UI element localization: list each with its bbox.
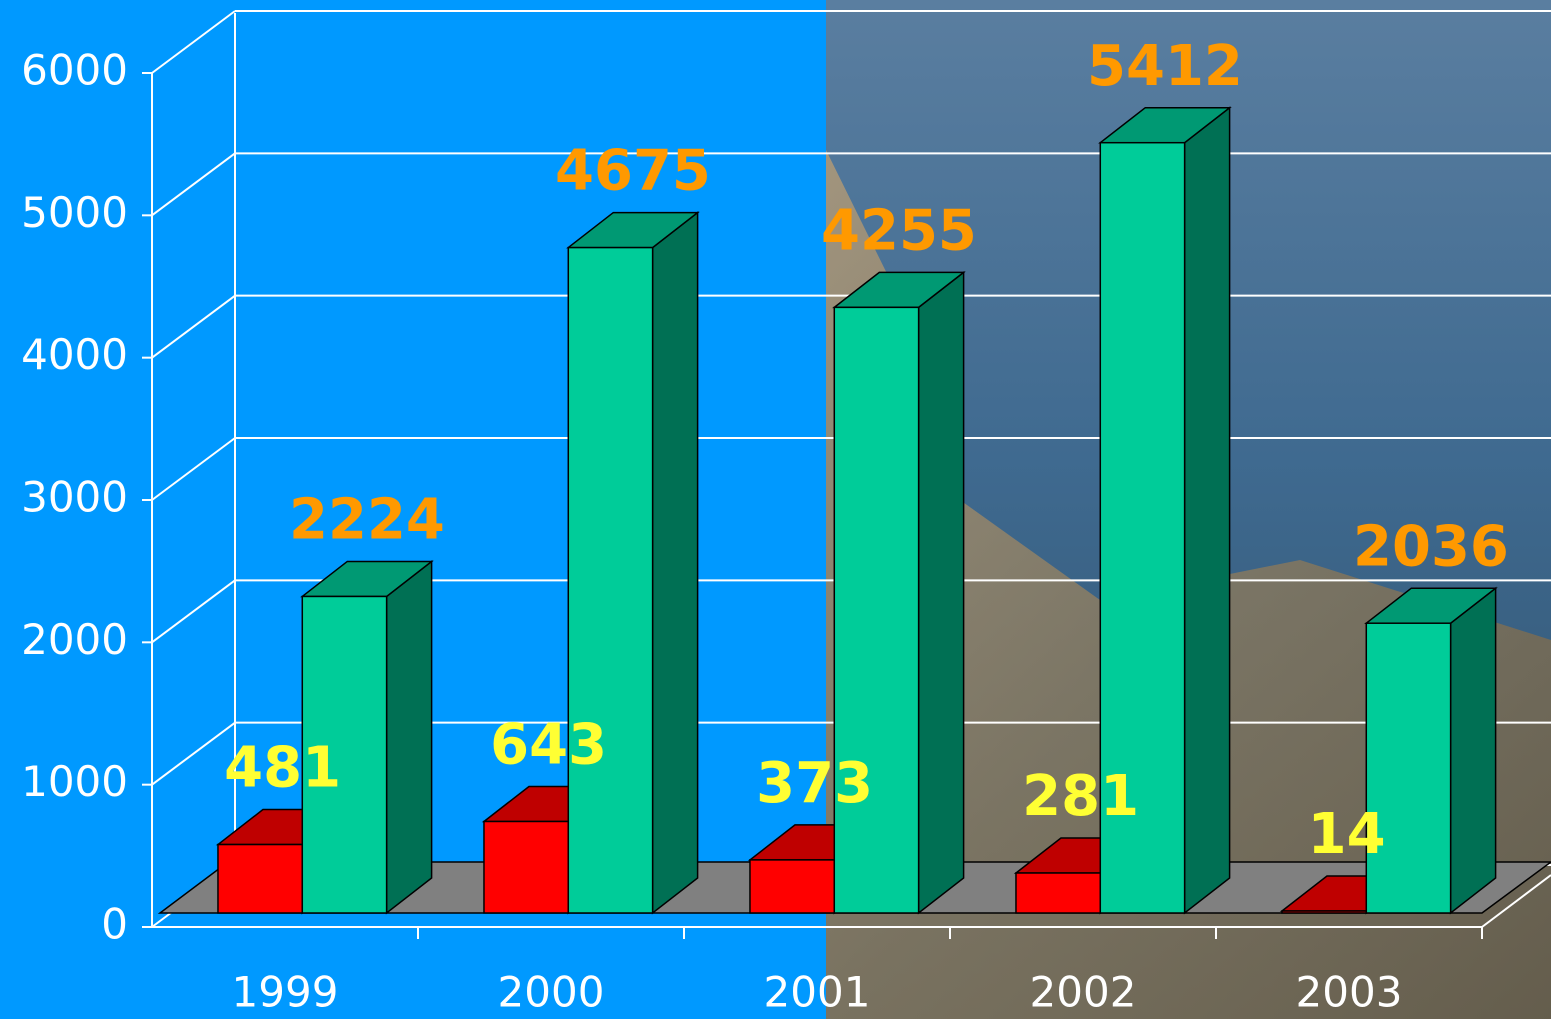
bar-front	[301, 595, 388, 914]
bar-front	[1365, 622, 1452, 914]
bar	[832, 270, 966, 915]
bar-front	[1281, 910, 1368, 914]
bar-front	[1015, 872, 1102, 914]
value-label: 14	[1308, 802, 1386, 867]
grid-line	[151, 152, 236, 217]
x-tick-label: 2001	[764, 968, 871, 1017]
x-tick-label: 2002	[1030, 968, 1137, 1017]
y-tick-label: 4000	[21, 330, 128, 379]
bar-side	[1183, 106, 1231, 915]
bar	[1364, 586, 1498, 915]
value-label: 643	[490, 713, 607, 778]
value-label: 4255	[821, 199, 977, 264]
bar-side	[1449, 586, 1497, 915]
x-tick-label: 1999	[232, 968, 339, 1017]
grid-line	[151, 294, 236, 359]
bar	[566, 211, 700, 915]
floor-edge	[1481, 874, 1551, 928]
y-tick-label: 5000	[21, 188, 128, 237]
grid-line	[151, 10, 236, 74]
bar-front	[483, 820, 570, 914]
y-tick-label: 6000	[21, 46, 128, 95]
y-tick-label: 2000	[21, 615, 128, 664]
grid-line	[151, 721, 236, 786]
bars	[215, 106, 1498, 915]
bar-front	[749, 859, 836, 914]
x-tick-label: 2000	[498, 968, 605, 1017]
grid-line	[151, 437, 236, 501]
bar	[300, 559, 434, 915]
grid-line	[151, 579, 236, 644]
y-tick-label: 1000	[21, 757, 128, 806]
x-tick-label: 2003	[1296, 968, 1403, 1017]
bar-side	[385, 559, 433, 915]
bar-front	[567, 246, 654, 914]
bar-front	[217, 843, 304, 914]
value-label: 5412	[1087, 34, 1243, 99]
value-label: 481	[224, 736, 341, 801]
bar-front	[833, 306, 920, 914]
value-label: 2036	[1353, 514, 1509, 579]
bar	[1098, 106, 1232, 915]
y-tick-label: 3000	[21, 473, 128, 522]
value-label: 2224	[289, 488, 445, 553]
y-tick-label: 0	[101, 900, 128, 949]
value-label: 281	[1022, 764, 1139, 829]
bar-front	[1099, 141, 1186, 914]
bar-side	[917, 270, 965, 915]
value-label: 373	[756, 751, 873, 816]
bar-side	[651, 211, 699, 915]
value-label: 4675	[555, 139, 711, 204]
